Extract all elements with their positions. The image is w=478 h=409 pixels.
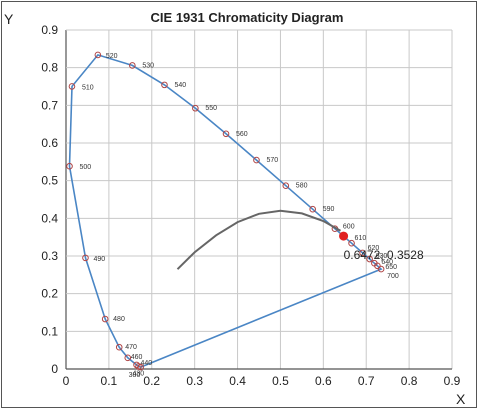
locus-point-510 [68, 83, 76, 90]
x-tick-label: 0.8 [401, 374, 418, 388]
wavelength-label-630: 630 [376, 253, 388, 260]
y-tick-label: 0.6 [41, 136, 58, 150]
wavelength-label-640: 640 [381, 259, 393, 266]
tick-labels: 0 0.1 0.2 0.3 0.4 0.5 0.6 0.7 0.8 0.9 0 0.1 0.2 0.3 0.… [41, 23, 460, 388]
wavelength-label-460: 460 [131, 354, 143, 361]
y-tick-label: 0 [51, 362, 58, 376]
x-tick-label: 0 [63, 374, 70, 388]
grid [65, 29, 453, 370]
y-tick-label: 0.3 [41, 249, 58, 263]
highlight-point [339, 231, 349, 241]
wavelength-label-430: 430 [132, 370, 144, 377]
wavelength-label-620: 620 [368, 245, 380, 252]
locus-point-610 [348, 239, 355, 247]
locus-point-530 [129, 62, 136, 69]
locus-point-430 [135, 363, 142, 370]
x-tick-label: 0.3 [186, 374, 203, 388]
locus-point-440 [133, 361, 140, 369]
wavelength-label-550: 550 [205, 105, 217, 112]
y-tick-label: 0.7 [41, 98, 58, 112]
y-tick-label: 0.4 [41, 211, 58, 225]
wavelength-label-520: 520 [106, 53, 118, 60]
y-tick-label: 0.2 [41, 287, 58, 301]
locus-point-500 [66, 162, 73, 170]
y-tick-label: 0.1 [41, 324, 58, 338]
wavelength-label-500: 500 [80, 164, 92, 171]
wavelength-label-560: 560 [236, 131, 248, 138]
y-tick-label: 0.9 [41, 23, 58, 37]
wavelength-label-600: 600 [343, 224, 355, 231]
locus-point-470 [115, 343, 123, 351]
wavelength-label-440: 440 [141, 360, 153, 367]
planckian-locus-line [176, 209, 341, 270]
wavelength-label-480: 480 [113, 316, 125, 323]
x-tick-label: 0.5 [272, 374, 289, 388]
x-tick-label: 0.4 [229, 374, 246, 388]
wavelength-label-650: 650 [385, 264, 397, 271]
locus-point-630 [366, 255, 373, 263]
locus-point-540 [161, 81, 168, 89]
wavelength-label-470: 470 [125, 344, 137, 351]
locus-point-590 [309, 205, 316, 213]
x-tick-label: 0.7 [358, 374, 375, 388]
wavelength-label-380: 380 [129, 372, 141, 379]
wavelength-label-570: 570 [266, 157, 278, 164]
locus-point-620 [359, 249, 366, 257]
locus-point-550 [192, 104, 199, 112]
wavelength-label-490: 490 [93, 256, 105, 263]
y-tick-label: 0.8 [41, 61, 58, 75]
chart-title: CIE 1931 Chromaticity Diagram [151, 10, 344, 25]
wavelength-label-590: 590 [323, 206, 335, 213]
wavelength-label-610: 610 [355, 235, 367, 242]
locus-point-570 [253, 156, 260, 164]
locus-point-480 [101, 315, 109, 323]
y-axis-label: Y [4, 11, 14, 27]
x-tick-label: 0.1 [101, 374, 118, 388]
locus-point-560 [222, 130, 230, 138]
wavelength-label-700: 700 [387, 273, 399, 280]
spectral-locus-line [68, 53, 383, 368]
wavelength-label-580: 580 [296, 183, 308, 190]
wavelength-label-540: 540 [174, 82, 186, 89]
highlight: 0.6472, 0.3528 [339, 231, 424, 262]
x-axis-label: X [456, 391, 466, 407]
planckian-locus [176, 209, 341, 270]
locus-point-700 [377, 265, 385, 273]
locus-point-490 [82, 254, 89, 262]
x-tick-label: 0.9 [444, 374, 461, 388]
locus-point-580 [282, 182, 290, 190]
y-tick-label: 0.5 [41, 174, 58, 188]
x-tick-label: 0.6 [315, 374, 332, 388]
locus-point-460 [124, 354, 132, 362]
locus-point-520 [94, 51, 102, 59]
locus-point-650 [374, 262, 381, 270]
wavelength-label-510: 510 [82, 84, 94, 91]
highlight-label: 0.6472, 0.3528 [344, 248, 424, 262]
x-tick-label: 0.2 [143, 374, 160, 388]
wavelength-label-530: 530 [142, 62, 154, 69]
